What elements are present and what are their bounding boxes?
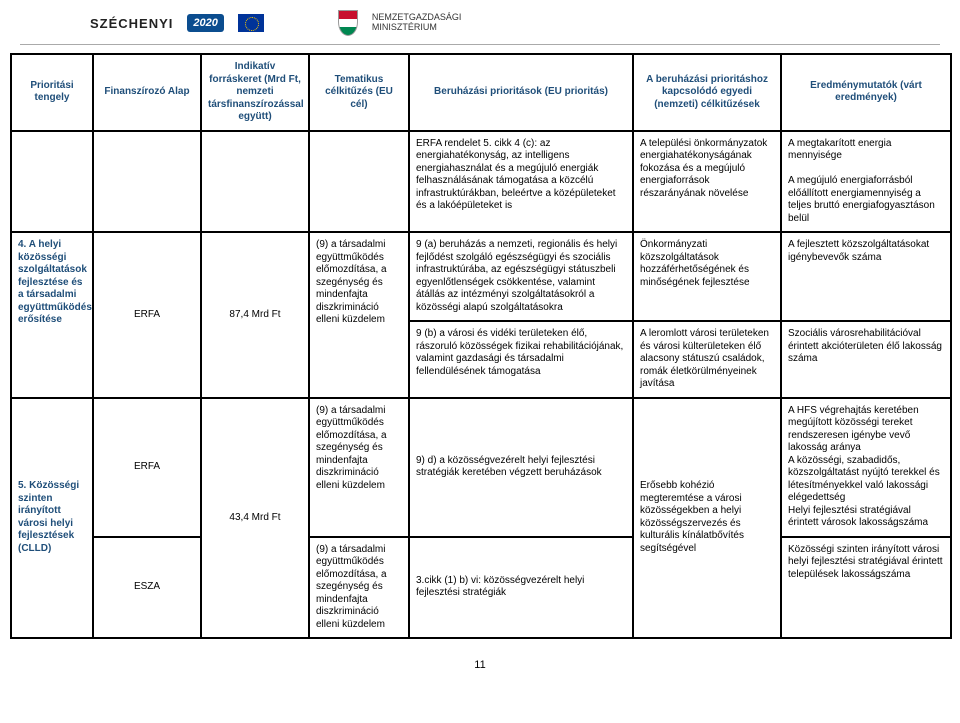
cell-results-5b: Közösségi szinten irányított városi hely… [781,537,951,639]
cell-fund-5b: ESZA [93,537,201,639]
page-number: 11 [0,659,960,681]
cell-axis-4: 4. A helyi közösségi szolgáltatások fejl… [11,232,93,398]
table-row-4a: 4. A helyi közösségi szolgáltatások fejl… [11,232,951,321]
brand-name: SZÉCHENYI [90,16,173,31]
hungary-crest-icon [338,10,358,36]
ministry-line1: NEMZETGAZDASÁGI [372,12,462,22]
cell-results-4b: Szociális városrehabilitációval érintett… [781,321,951,398]
cell-results-4a: A fejlesztett közszolgáltatásokat igényb… [781,232,951,321]
logo-bar: SZÉCHENYI 2020 NEMZETGAZDASÁGI MINISZTÉR… [0,0,960,40]
cell-fund-5a: ERFA [93,398,201,537]
ministry-line2: MINISZTÉRIUM [372,22,437,32]
th-results: Eredménymutatók (várt eredmények) [781,54,951,131]
cell-budget-5: 43,4 Mrd Ft [201,398,309,639]
table-row-energy: ERFA rendelet 5. cikk 4 (c): az energiah… [11,131,951,233]
cell-thematic-4: (9) a társadalmi együttműködés előmozdít… [309,232,409,398]
table-row-5b: ESZA (9) a társadalmi együttműködés előm… [11,537,951,639]
eu-flag-icon [238,14,264,32]
cell-results-5a: A HFS végrehajtás keretében megújított k… [781,398,951,537]
table-header-row: Prioritási tengely Finanszírozó Alap Ind… [11,54,951,131]
cell-priorities-4b: 9 (b) a városi és vidéki területeken élő… [409,321,633,398]
th-fund: Finanszírozó Alap [93,54,201,131]
th-specific: A beruházási prioritáshoz kapcsolódó egy… [633,54,781,131]
cell-specific-5: Erősebb kohézió megteremtése a városi kö… [633,398,781,639]
th-priorities: Beruházási prioritások (EU prioritás) [409,54,633,131]
ministry-name: NEMZETGAZDASÁGI MINISZTÉRIUM [372,13,462,33]
cell-specific-4a: Önkormányzati közszolgáltatások hozzáfér… [633,232,781,321]
cell-priorities-4a: 9 (a) beruházás a nemzeti, regionális és… [409,232,633,321]
cell-priorities-5a: 9) d) a közösségvezérelt helyi fejleszté… [409,398,633,537]
cell-thematic-5a: (9) a társadalmi együttműködés előmozdít… [309,398,409,537]
year-badge: 2020 [187,14,223,32]
cell-empty [309,131,409,233]
cell-budget-4: 87,4 Mrd Ft [201,232,309,398]
cell-empty [93,131,201,233]
cell-empty [201,131,309,233]
priority-table: Prioritási tengely Finanszírozó Alap Ind… [10,53,952,639]
cell-priorities-5b: 3.cikk (1) b) vi: közösségvezérelt helyi… [409,537,633,639]
cell-empty [11,131,93,233]
cell-specific-4b: A leromlott városi területeken és városi… [633,321,781,398]
cell-energy-priorities: ERFA rendelet 5. cikk 4 (c): az energiah… [409,131,633,233]
cell-axis-5: 5. Közösségi szinten irányított városi h… [11,398,93,639]
cell-energy-specific: A települési önkormányzatok energiahaték… [633,131,781,233]
th-thematic: Tematikus célkitűzés (EU cél) [309,54,409,131]
header-divider [20,44,940,45]
table-row-5a: 5. Közösségi szinten irányított városi h… [11,398,951,537]
cell-energy-results: A megtakarított energia mennyisége A meg… [781,131,951,233]
cell-thematic-5b: (9) a társadalmi együttműködés előmozdít… [309,537,409,639]
th-budget: Indikatív forráskeret (Mrd Ft, nemzeti t… [201,54,309,131]
cell-fund-4: ERFA [93,232,201,398]
th-axis: Prioritási tengely [11,54,93,131]
